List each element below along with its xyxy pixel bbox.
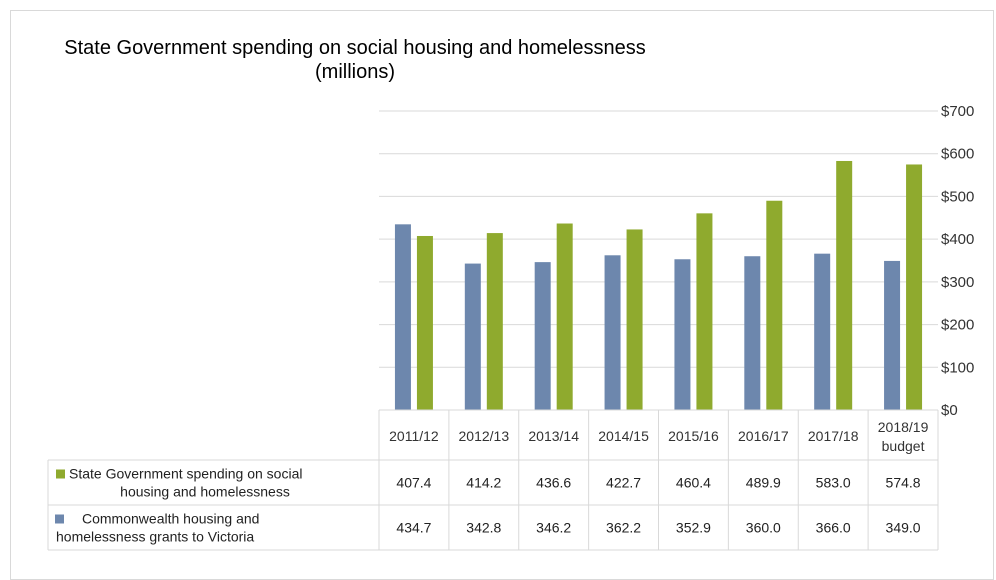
chart-svg: $0 $100 $200 $300 $400 $500 $600 $700 2011/12 201… [47,103,974,551]
table-value: 414.2 [466,475,501,491]
x-category-label: 2017/18 [808,428,859,444]
bar-state-spending [556,223,573,410]
chart-title-line-1: State Government spending on social hous… [64,37,646,59]
chart-title-line-2: (millions) [315,61,395,83]
legend-swatch [55,514,64,524]
table-value: 574.8 [886,475,921,491]
table-value: 366.0 [816,520,851,536]
table-value: 346.2 [536,520,571,536]
table-value: 407.4 [396,475,431,491]
table-value: 362.2 [606,520,641,536]
table-value: 342.8 [466,520,501,536]
x-category-label: 2012/13 [459,428,510,444]
bar-state-spending [626,229,643,410]
x-category-label: 2011/12 [389,428,439,444]
bar-commonwealth-grants [534,262,551,410]
y-tick-label: $100 [941,359,974,376]
legend-label: homelessness grants to Victoria [56,529,254,545]
y-tick-label: $300 [941,274,974,291]
chart-title: State Government spending on social hous… [0,36,710,84]
x-category-label: 2018/19 [878,419,929,435]
bar-state-spending [906,164,923,410]
bar-commonwealth-grants [744,256,761,410]
table-value: 422.7 [606,475,641,491]
legend-swatch [56,469,65,479]
table-value: 434.7 [396,520,431,536]
bar-state-spending [836,160,853,410]
x-category-label: 2015/16 [668,428,719,444]
bar-state-spending [696,213,713,410]
y-tick-label: $0 [941,402,958,419]
x-category-label: 2014/15 [598,428,649,444]
bar-commonwealth-grants [394,224,411,410]
bar-commonwealth-grants [604,255,621,410]
table-value: 583.0 [816,475,851,491]
bar-commonwealth-grants [464,263,481,410]
y-tick-label: $200 [941,317,974,334]
legend-label: housing and homelessness [120,484,290,500]
table-value: 349.0 [886,520,921,536]
table-value: 436.6 [536,475,571,491]
legend-label: State Government spending on social [69,466,302,482]
bar-commonwealth-grants [674,259,691,410]
table-value: 460.4 [676,475,711,491]
bar-state-spending [486,233,503,410]
y-tick-label: $700 [941,103,974,120]
x-category-label: budget [882,438,925,454]
x-category-label: 2013/14 [528,428,579,444]
bar-commonwealth-grants [884,260,901,410]
bar-commonwealth-grants [814,253,831,410]
bar-state-spending [416,235,433,410]
x-category-label: 2016/17 [738,428,789,444]
legend-label: Commonwealth housing and [82,511,259,527]
y-tick-label: $600 [941,146,974,163]
table-value: 360.0 [746,520,781,536]
y-tick-label: $500 [941,188,974,205]
y-tick-label: $400 [941,231,974,248]
bar-state-spending [766,200,783,410]
table-value: 352.9 [676,520,711,536]
table-value: 489.9 [746,475,781,491]
